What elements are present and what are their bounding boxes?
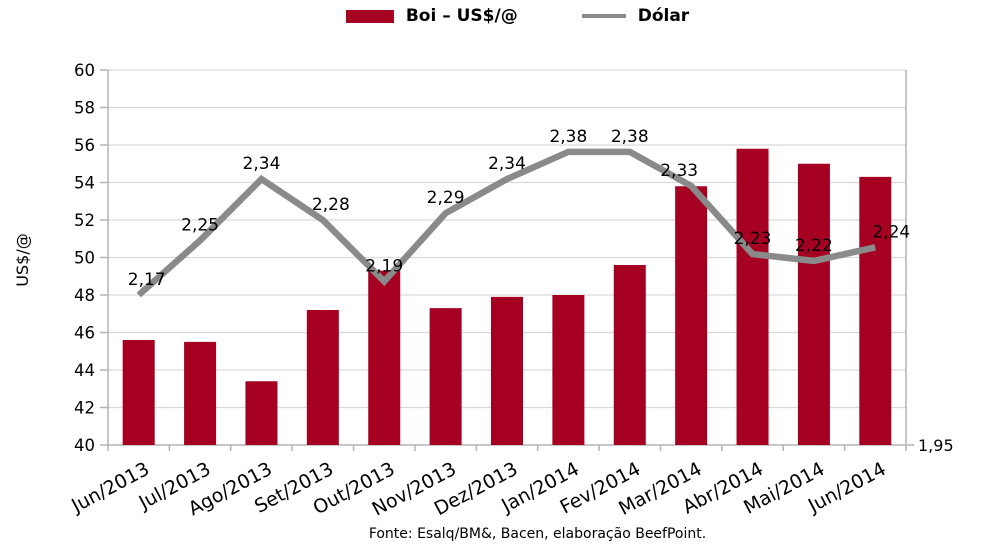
- y-tick-label: 60: [74, 61, 95, 80]
- line-data-label: 2,29: [427, 188, 465, 208]
- bar: [368, 270, 401, 445]
- y-tick-label: 52: [74, 211, 95, 230]
- right-axis-min-label: 1,95: [918, 436, 954, 455]
- legend-entry-boi: Boi – US$/@: [345, 6, 518, 26]
- bar: [552, 295, 585, 445]
- bar: [122, 340, 155, 445]
- line-data-label: 2,34: [488, 154, 526, 174]
- bar: [306, 310, 339, 445]
- line-data-label: 2,38: [611, 127, 649, 147]
- y-tick-label: 50: [74, 249, 95, 268]
- y-axis-title: US$/@: [13, 233, 32, 287]
- y-tick-label: 42: [74, 399, 95, 418]
- y-tick-label: 46: [74, 324, 95, 343]
- source-note: Fonte: Esalq/BM&, Bacen, elaboração Beef…: [368, 526, 707, 542]
- bar: [736, 148, 769, 445]
- y-tick-label: 54: [74, 174, 95, 193]
- y-tick-label: 56: [74, 136, 95, 155]
- line-data-label: 2,23: [734, 229, 772, 249]
- bar: [859, 176, 892, 445]
- line-data-label: 2,25: [181, 215, 219, 235]
- dolar-legend-label: Dólar: [637, 6, 690, 26]
- bar: [613, 265, 646, 445]
- line-data-label: 2,17: [128, 270, 166, 290]
- bar: [245, 381, 278, 445]
- x-category-label: Jun/2013: [67, 458, 153, 518]
- y-tick-label: 40: [74, 436, 95, 455]
- line-data-label: 2,22: [795, 236, 833, 256]
- boi-legend-label: Boi – US$/@: [405, 6, 518, 26]
- dolar-line: [136, 148, 877, 298]
- legend-entry-dolar: Dólar: [581, 6, 690, 26]
- line-data-label: 2,19: [365, 256, 403, 276]
- line-data-label: 2,24: [872, 222, 910, 242]
- bar: [429, 308, 462, 445]
- bar: [675, 186, 708, 445]
- y-tick-label: 58: [74, 99, 95, 118]
- line-data-label: 2,34: [243, 154, 281, 174]
- y-tick-label: 44: [74, 361, 95, 380]
- y-tick-label: 48: [74, 286, 95, 305]
- line-data-label: 2,38: [549, 127, 587, 147]
- dolar-legend-swatch: [581, 14, 626, 18]
- boi-legend-swatch: [345, 9, 394, 23]
- line-data-label: 2,28: [312, 195, 350, 215]
- bar: [797, 163, 830, 445]
- bar: [491, 296, 523, 445]
- line-data-label: 2,33: [660, 161, 698, 181]
- bar: [184, 341, 217, 445]
- legend: Boi – US$/@ Dólar: [40, 6, 995, 26]
